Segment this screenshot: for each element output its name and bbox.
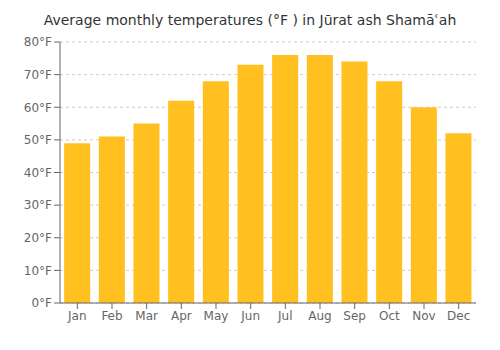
svg-text:Apr: Apr [171,309,192,323]
svg-text:50°F: 50°F [24,133,52,147]
svg-text:Sep: Sep [343,309,366,323]
svg-text:60°F: 60°F [24,101,52,115]
svg-text:Jul: Jul [277,309,292,323]
svg-text:May: May [204,309,229,323]
svg-text:Mar: Mar [135,309,158,323]
svg-text:40°F: 40°F [24,166,52,180]
svg-text:10°F: 10°F [24,264,52,278]
html-text:Average monthly temperatures (: Average monthly temperatures (°F ) in Jū… [43,12,457,28]
svg-text:Oct: Oct [379,309,400,323]
svg-text:30°F: 30°F [24,198,52,212]
svg-text:0°F: 0°F [31,296,52,310]
svg-text:20°F: 20°F [24,231,52,245]
svg-text:Feb: Feb [101,309,122,323]
svg-text:Nov: Nov [412,309,435,323]
svg-text:Dec: Dec [447,309,470,323]
svg-text:Jan: Jan [67,309,87,323]
svg-text:80°F: 80°F [24,35,52,49]
svg-text:Aug: Aug [308,309,331,323]
svg-text:Jun: Jun [240,309,260,323]
svg-text:70°F: 70°F [24,68,52,82]
